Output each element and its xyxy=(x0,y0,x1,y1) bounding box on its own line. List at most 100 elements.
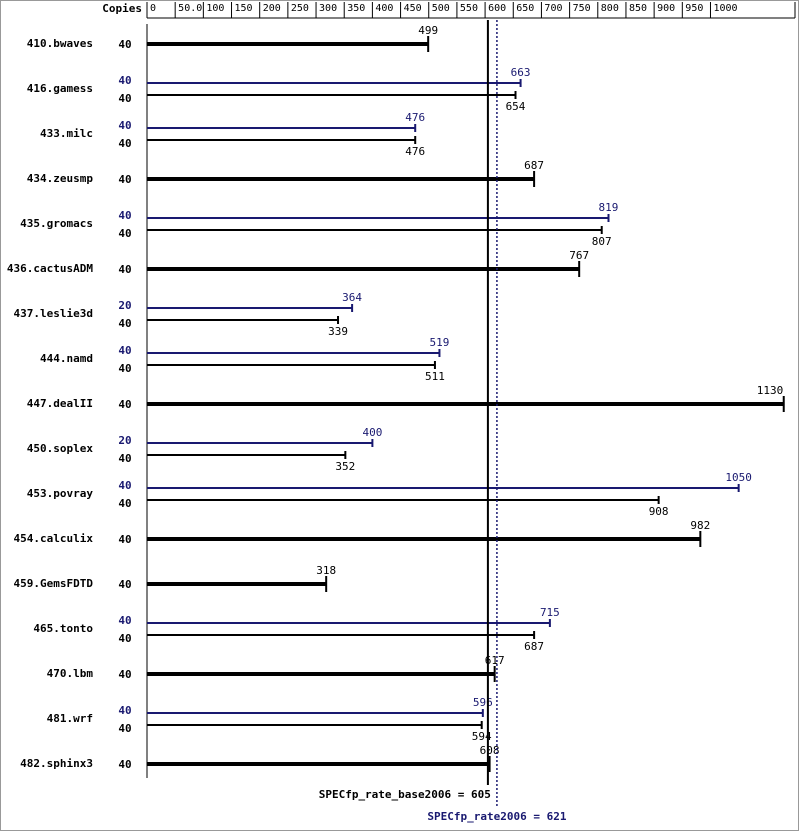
x-tick-label: 500 xyxy=(432,3,450,14)
base-copies: 40 xyxy=(118,362,131,375)
value-label: 499 xyxy=(418,24,438,37)
copies: 40 xyxy=(118,173,131,186)
peak-value-label: 663 xyxy=(511,66,531,79)
base-copies: 40 xyxy=(118,92,131,105)
base-value-label: 594 xyxy=(472,730,492,743)
benchmark-name: 433.milc xyxy=(40,127,93,140)
base-bar xyxy=(147,537,701,541)
copies: 40 xyxy=(118,668,131,681)
base-copies: 40 xyxy=(118,497,131,510)
base-value-label: 352 xyxy=(335,460,355,473)
base-bar xyxy=(147,177,535,181)
x-tick-label: 950 xyxy=(685,3,703,14)
benchmark-name: 410.bwaves xyxy=(27,37,93,50)
base-value-label: 654 xyxy=(506,100,526,113)
value-label: 318 xyxy=(316,564,336,577)
base-bar xyxy=(147,42,429,46)
base-bar xyxy=(147,672,495,676)
peak-copies: 20 xyxy=(118,434,131,447)
copies: 40 xyxy=(118,398,131,411)
x-tick-label: 750 xyxy=(573,3,591,14)
benchmark-name: 459.GemsFDTD xyxy=(14,577,94,590)
x-tick-label: 850 xyxy=(629,3,647,14)
base-copies: 40 xyxy=(118,452,131,465)
benchmark-name: 481.wrf xyxy=(47,712,93,725)
base-value-label: 687 xyxy=(524,640,544,653)
x-tick-label: 450 xyxy=(404,3,422,14)
base-value-label: 511 xyxy=(425,370,445,383)
base-copies: 40 xyxy=(118,137,131,150)
copies: 40 xyxy=(118,263,131,276)
value-label: 1130 xyxy=(757,384,784,397)
base-value-label: 908 xyxy=(649,505,669,518)
x-tick-label: 900 xyxy=(657,3,675,14)
base-value-label: 807 xyxy=(592,235,612,248)
peak-value-label: 596 xyxy=(473,696,493,709)
peak-value-label: 476 xyxy=(405,111,425,124)
base-copies: 40 xyxy=(118,632,131,645)
x-tick-label: 0 xyxy=(150,3,156,14)
peak-copies: 40 xyxy=(118,479,131,492)
base-bar xyxy=(147,267,580,271)
benchmark-name: 465.tonto xyxy=(33,622,93,635)
peak-copies: 40 xyxy=(118,119,131,132)
base-bar xyxy=(147,402,784,406)
x-tick-label: 1000 xyxy=(713,3,737,14)
peak-value-label: 400 xyxy=(362,426,382,439)
copies: 40 xyxy=(118,758,131,771)
x-tick-label: 600 xyxy=(488,3,506,14)
x-tick-label: 200 xyxy=(263,3,281,14)
benchmark-name: 437.leslie3d xyxy=(14,307,93,320)
benchmark-name: 436.cactusADM xyxy=(7,262,93,275)
base-bar xyxy=(147,762,490,766)
benchmark-name: 444.namd xyxy=(40,352,93,365)
value-label: 687 xyxy=(524,159,544,172)
value-label: 767 xyxy=(569,249,589,262)
base-copies: 40 xyxy=(118,227,131,240)
benchmark-name: 482.sphinx3 xyxy=(20,757,93,770)
peak-value-label: 364 xyxy=(342,291,362,304)
x-tick-label: 150 xyxy=(235,3,253,14)
benchmark-name: 470.lbm xyxy=(47,667,94,680)
peak-copies: 20 xyxy=(118,299,131,312)
benchmark-name: 447.dealII xyxy=(27,397,93,410)
reference-label: SPECfp_rate_base2006 = 605 xyxy=(319,788,491,801)
base-copies: 40 xyxy=(118,317,131,330)
reference-label: SPECfp_rate2006 = 621 xyxy=(427,810,566,823)
x-tick-label: 550 xyxy=(460,3,478,14)
peak-copies: 40 xyxy=(118,209,131,222)
copies: 40 xyxy=(118,533,131,546)
peak-value-label: 819 xyxy=(599,201,619,214)
base-copies: 40 xyxy=(118,722,131,735)
x-tick-label: 50.0 xyxy=(178,3,202,14)
peak-copies: 40 xyxy=(118,344,131,357)
peak-value-label: 1050 xyxy=(725,471,752,484)
peak-copies: 40 xyxy=(118,74,131,87)
x-tick-label: 350 xyxy=(347,3,365,14)
copies: 40 xyxy=(118,578,131,591)
benchmark-name: 450.soplex xyxy=(27,442,94,455)
peak-copies: 40 xyxy=(118,614,131,627)
base-value-label: 339 xyxy=(328,325,348,338)
x-tick-label: 700 xyxy=(544,3,562,14)
x-tick-label: 100 xyxy=(206,3,224,14)
x-tick-label: 800 xyxy=(601,3,619,14)
benchmark-name: 435.gromacs xyxy=(20,217,93,230)
benchmark-name: 416.gamess xyxy=(27,82,93,95)
copies: 40 xyxy=(118,38,131,51)
x-tick-label: 300 xyxy=(319,3,337,14)
peak-value-label: 519 xyxy=(430,336,450,349)
x-tick-label: 650 xyxy=(516,3,534,14)
peak-copies: 40 xyxy=(118,704,131,717)
copies-header: Copies xyxy=(102,2,142,15)
base-bar xyxy=(147,582,327,586)
peak-value-label: 715 xyxy=(540,606,560,619)
x-tick-label: 250 xyxy=(291,3,309,14)
benchmark-name: 434.zeusmp xyxy=(27,172,94,185)
benchmark-name: 453.povray xyxy=(27,487,94,500)
x-tick-label: 400 xyxy=(375,3,393,14)
value-label: 608 xyxy=(480,744,500,757)
